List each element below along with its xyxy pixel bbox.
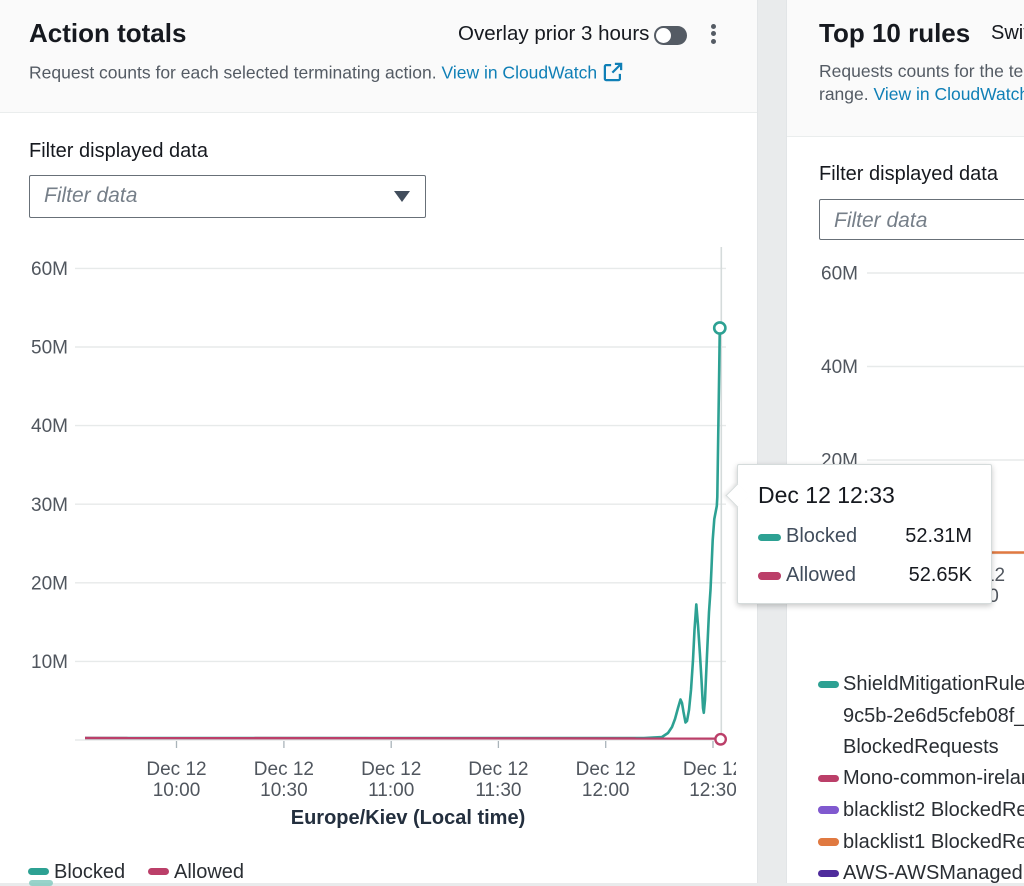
svg-text:60M: 60M <box>821 264 858 285</box>
svg-text:11:30: 11:30 <box>475 780 521 801</box>
svg-text:60M: 60M <box>31 259 68 280</box>
svg-text:10:00: 10:00 <box>153 780 201 801</box>
svg-text:Dec 12: Dec 12 <box>146 759 206 780</box>
svg-text:20M: 20M <box>31 573 68 594</box>
svg-text:Dec 12: Dec 12 <box>254 759 314 780</box>
svg-text:10M: 10M <box>31 652 68 673</box>
svg-text:12:00: 12:00 <box>582 780 630 801</box>
svg-text:12:30: 12:30 <box>689 780 736 801</box>
svg-text:Europe/Kiev (Local time): Europe/Kiev (Local time) <box>291 807 526 829</box>
svg-text:30M: 30M <box>31 495 68 516</box>
svg-text:40M: 40M <box>31 416 68 437</box>
svg-text:40M: 40M <box>821 357 858 378</box>
svg-text:50M: 50M <box>31 338 68 359</box>
svg-text:11:00: 11:00 <box>368 780 414 801</box>
svg-text:Dec 12: Dec 12 <box>468 759 528 780</box>
svg-text:Dec 12: Dec 12 <box>576 759 636 780</box>
svg-text:10:30: 10:30 <box>260 780 308 801</box>
svg-text:Dec 12: Dec 12 <box>683 759 736 780</box>
svg-text:Dec 12: Dec 12 <box>361 759 421 780</box>
